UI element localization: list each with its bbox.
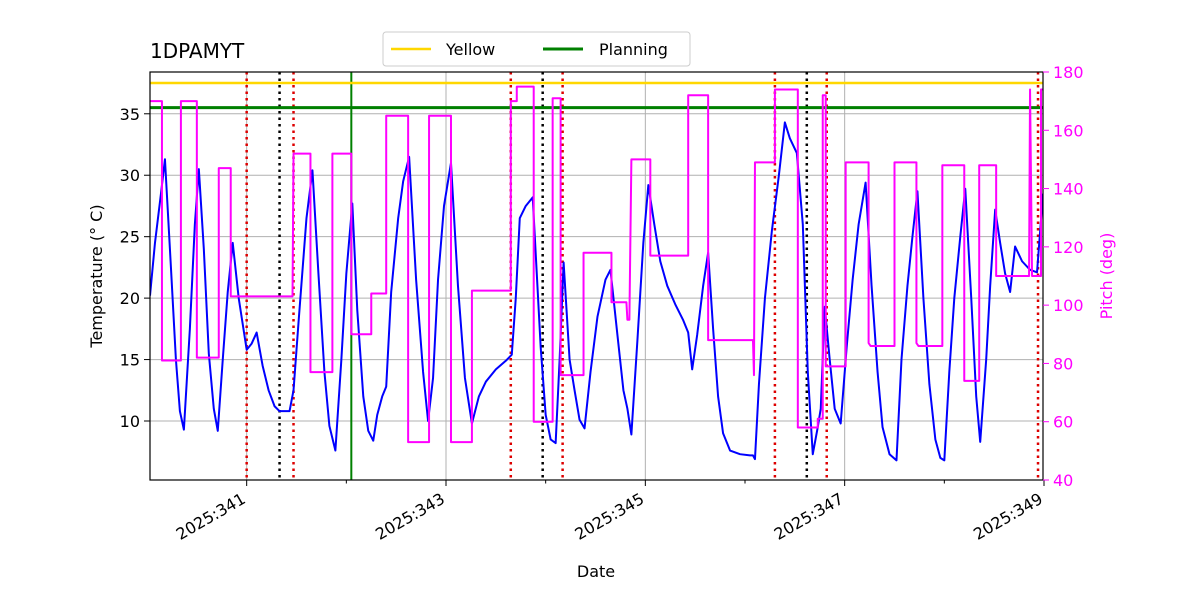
legend-label-yellow: Yellow xyxy=(445,40,495,59)
y-tick-label: 30 xyxy=(120,166,140,185)
x-tick-label: 2025:349 xyxy=(970,489,1046,544)
legend-box xyxy=(382,31,691,67)
y2-tick-label: 160 xyxy=(1053,121,1084,140)
legend: Yellow Planning xyxy=(382,31,691,67)
y-tick-label: 10 xyxy=(120,412,140,431)
legend-label-planning: Planning xyxy=(599,40,668,59)
y2-tick-label: 100 xyxy=(1053,296,1084,315)
y-tick-label: 15 xyxy=(120,351,140,370)
chart-title: 1DPAMYT xyxy=(150,39,245,63)
series-pitch xyxy=(150,85,1043,444)
y-axis-right: 40 60 80 100 120 140 160 180 xyxy=(1043,63,1084,490)
y2-tick-label: 40 xyxy=(1053,471,1073,490)
limit-lines xyxy=(150,81,1043,110)
x-axis: 2025:341 2025:343 2025:345 2025:347 2025:349 xyxy=(173,480,1046,544)
y2-tick-label: 120 xyxy=(1053,238,1084,257)
x-axis-label: Date xyxy=(577,562,615,581)
y-tick-label: 35 xyxy=(120,105,140,124)
y2-tick-label: 140 xyxy=(1053,180,1084,199)
y-tick-label: 25 xyxy=(120,228,140,247)
y2-tick-label: 60 xyxy=(1053,413,1073,432)
series-lines xyxy=(150,85,1043,462)
x-tick-label: 2025:347 xyxy=(771,489,847,544)
y-axis-label: Temperature (° C) xyxy=(87,204,106,348)
y2-tick-label: 180 xyxy=(1053,63,1084,82)
plot-frame xyxy=(149,71,1044,481)
y2-tick-label: 80 xyxy=(1053,354,1073,373)
x-tick-label: 2025:341 xyxy=(173,489,249,544)
y-axis-left: 10 15 20 25 30 35 xyxy=(120,105,150,431)
series-temperature xyxy=(150,121,1043,462)
x-tick-label: 2025:343 xyxy=(372,489,448,544)
y-tick-label: 20 xyxy=(120,289,140,308)
y2-axis-label: Pitch (deg) xyxy=(1097,233,1116,320)
x-tick-label: 2025:345 xyxy=(571,489,647,544)
